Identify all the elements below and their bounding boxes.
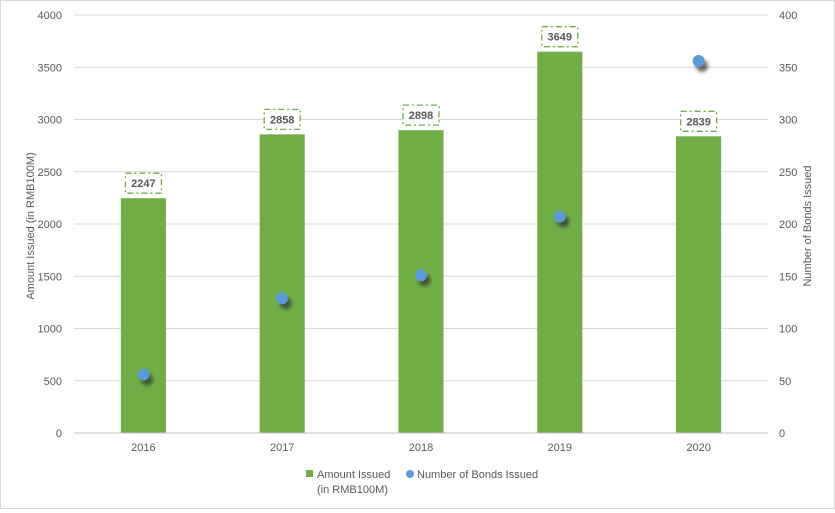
data-label-box [124,172,163,194]
y-right-tick-label: 100 [779,324,797,336]
y-right-tick-label: 200 [779,219,797,231]
legend-scatter-label: Number of Bonds Issued [417,469,538,481]
left-axis-title: Amount Issued (in RMB100M) [25,152,37,299]
data-point [276,292,289,305]
right-axis-title: Number of Bonds Issued [802,165,814,286]
y-left-tick-label: 500 [44,376,62,388]
x-tick-label: 2016 [131,442,155,454]
data-label: 2898 [409,110,433,122]
data-label-box [402,104,440,126]
y-right-tick-label: 400 [779,10,797,22]
x-tick-label: 2019 [548,442,572,454]
data-point [692,54,705,67]
x-tick-label: 2020 [686,442,710,454]
y-left-tick-label: 2000 [38,219,62,231]
data-label-box [263,108,301,130]
x-tick-label: 2018 [409,442,433,454]
data-label-box [541,26,579,48]
y-left-tick-label: 1000 [38,324,62,336]
bar [120,198,166,433]
y-right-tick-label: 250 [779,167,797,179]
y-right-tick-label: 150 [779,271,797,283]
y-left-tick-label: 3000 [38,115,62,127]
y-left-tick-label: 3500 [38,62,62,74]
x-tick-label: 2017 [270,442,294,454]
bar [537,51,583,433]
data-label: 2858 [270,114,294,126]
y-right-tick-label: 50 [779,376,791,388]
y-right-tick-label: 350 [779,62,797,74]
data-label: 2839 [686,116,710,128]
data-point [415,269,427,282]
data-label-box [679,110,718,132]
y-left-tick-label: 2500 [38,167,62,179]
data-label: 3649 [548,32,572,44]
data-point [137,368,150,381]
y-left-tick-label: 1500 [38,271,62,283]
legend-scatter-marker [406,470,414,478]
legend-bar-label-line2: (in RMB100M) [317,484,388,496]
data-label: 2247 [131,178,155,190]
legend: Amount Issued (in RMB100M) Number of Bon… [306,469,538,496]
bar [676,136,722,433]
legend-bar-swatch [306,470,313,477]
data-point [553,210,566,223]
bar [259,134,305,434]
y-right-tick-label: 0 [779,428,785,440]
y-right-tick-label: 300 [779,115,797,127]
y-left-tick-label: 0 [56,428,62,440]
legend-bar-label-line1: Amount Issued [317,469,390,481]
y-left-tick-label: 4000 [38,10,62,22]
